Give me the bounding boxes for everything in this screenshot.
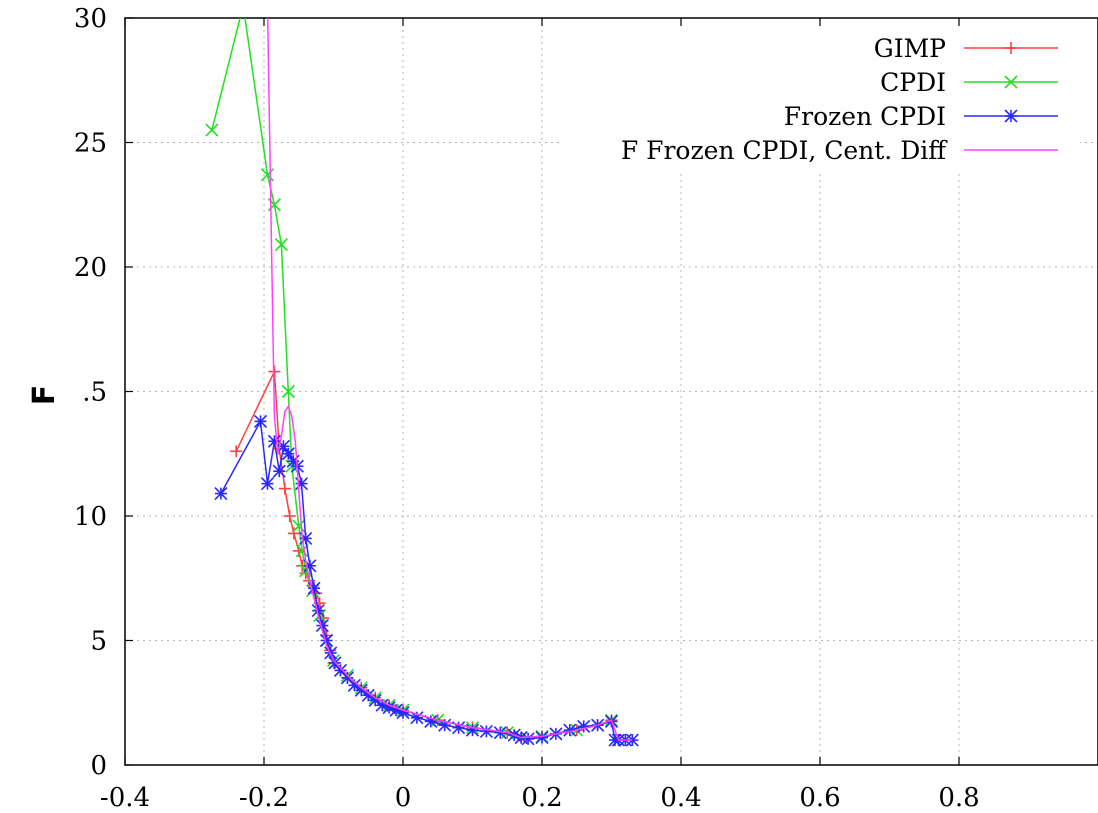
series-cpdi (205, 0, 619, 745)
data-point (237, 0, 249, 12)
series-layer (205, 0, 639, 747)
data-point (1004, 75, 1018, 89)
x-tick-label: -0.2 (239, 783, 289, 813)
data-point (205, 123, 219, 137)
y-axis-label: F (27, 385, 62, 406)
data-point (292, 519, 306, 533)
y-tick-label: 5 (90, 627, 107, 657)
x-tick-label: 0.2 (521, 783, 562, 813)
grid-layer (125, 18, 1098, 765)
x-tick-label: 0 (395, 783, 412, 813)
data-point (214, 487, 228, 501)
data-point (295, 544, 309, 558)
data-point (535, 731, 549, 745)
legend-label: Frozen CPDI (784, 102, 946, 131)
series-frozen-cpdi (214, 414, 639, 747)
series-f-frozen-cpdi-cent-diff (266, 18, 633, 741)
y-tick-label: 30 (74, 4, 107, 34)
data-point (287, 527, 300, 540)
x-tick-label: 0.8 (938, 783, 979, 813)
data-point (465, 723, 480, 737)
data-point (230, 445, 243, 458)
data-point (272, 464, 286, 478)
data-point (260, 477, 275, 491)
data-point (274, 238, 288, 252)
data-point (479, 724, 493, 738)
y-tick-label: 10 (74, 502, 107, 532)
x-tick-label: 0.4 (660, 783, 701, 813)
y-tick-label: 25 (74, 129, 107, 159)
data-point (278, 482, 291, 495)
data-point (1004, 109, 1018, 123)
x-tick-label: -0.4 (100, 783, 150, 813)
series-line (266, 18, 633, 741)
y-tick-label: 0 (90, 751, 107, 781)
data-point (577, 719, 591, 733)
data-point (283, 510, 296, 522)
data-point (281, 447, 295, 461)
tick-layer: -0.4 -0.2 0 0.2 0.4 0.6 0.8 0 5 10 .5 20 25 30 (74, 4, 980, 813)
data-point (253, 414, 268, 428)
y-tick-label: 20 (74, 253, 107, 283)
data-point (354, 683, 368, 697)
legend-label: F Frozen CPDI, Cent. Diff (621, 136, 948, 165)
series-gimp (230, 365, 618, 744)
data-point (260, 168, 275, 182)
legend: GIMP CPDI Frozen CPDI F Frozen CPDI, Cent. … (560, 26, 1080, 174)
y-tick-label: .5 (82, 378, 107, 408)
data-point (1005, 42, 1017, 54)
data-point (521, 732, 535, 746)
legend-label: GIMP (874, 34, 946, 63)
legend-label: CPDI (880, 68, 946, 97)
x-tick-label: 0.6 (799, 783, 840, 813)
data-point (281, 384, 295, 399)
